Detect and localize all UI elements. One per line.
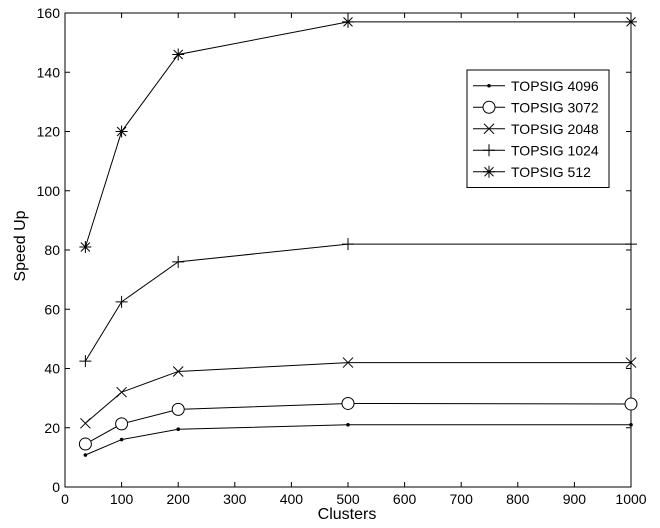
data-point-dot (346, 422, 350, 427)
x-tick-label: 800 (506, 491, 530, 507)
y-tick-label: 40 (44, 361, 60, 377)
data-point-circle (171, 402, 185, 416)
x-axis-label: Clusters (318, 506, 377, 523)
data-point-x (172, 366, 184, 377)
y-tick-label: 20 (44, 420, 60, 436)
data-point-circle (78, 437, 92, 451)
y-axis-label: Speed Up (12, 210, 29, 281)
data-point-x (342, 357, 354, 368)
data-point-plus (115, 295, 128, 308)
x-tick-label: 500 (336, 491, 360, 507)
y-tick-label: 80 (44, 242, 60, 258)
legend-item: TOPSIG 1024 (473, 142, 599, 158)
data-point-dot (83, 453, 88, 457)
data-point-x (80, 417, 91, 429)
legend-item: TOPSIG 2048 (473, 121, 599, 137)
data-point-star (115, 125, 128, 138)
y-tick-label: 120 (37, 124, 61, 140)
data-point-plus (625, 238, 637, 251)
data-point-dot (176, 427, 180, 432)
x-tick-label: 100 (110, 491, 134, 507)
data-point-plus (342, 238, 354, 251)
data-point-dot (629, 422, 633, 427)
data-point-circle (115, 417, 129, 431)
data-point-x (116, 386, 127, 398)
data-point-circle (482, 100, 496, 114)
series-topsig-2048 (80, 357, 637, 429)
x-tick-label: 600 (393, 491, 417, 507)
legend-label: TOPSIG 4096 (511, 78, 599, 94)
data-point-star (625, 15, 637, 28)
data-point-star (342, 15, 354, 28)
series-line (85, 402, 632, 445)
x-tick-label: 200 (167, 491, 191, 507)
data-point-x (625, 357, 637, 368)
data-point-star (79, 241, 92, 254)
legend-item: TOPSIG 512 (473, 164, 591, 180)
x-tick-label: 400 (280, 491, 304, 507)
data-point-star (483, 165, 495, 178)
data-point-plus (172, 255, 185, 268)
data-point-plus (79, 355, 92, 368)
x-tick-label: 300 (223, 491, 247, 507)
legend-item: TOPSIG 4096 (473, 78, 599, 94)
legend: TOPSIG 4096 TOPSIG 3072 TOPSIG 2048 TOPSIG … (466, 69, 610, 188)
y-tick-label: 160 (37, 5, 61, 21)
legend-label: TOPSIG 3072 (511, 99, 599, 115)
data-point-circle (624, 397, 638, 411)
data-point-plus (483, 144, 495, 157)
series-topsig-4096 (83, 422, 633, 457)
series-line (85, 362, 631, 424)
series-topsig-1024 (79, 238, 637, 368)
y-tick-label: 0 (52, 479, 60, 495)
legend-label: TOPSIG 512 (511, 164, 591, 180)
x-tick-label: 700 (450, 491, 474, 507)
x-tick-label: 1000 (615, 491, 646, 507)
y-tick-label: 100 (37, 183, 61, 199)
series-line (84, 243, 631, 362)
series-topsig-3072 (78, 396, 638, 451)
data-point-x (483, 123, 495, 135)
legend-label: TOPSIG 1024 (511, 142, 599, 158)
y-tick-label: 60 (44, 301, 60, 317)
x-tick-label: 900 (563, 491, 587, 507)
x-tick-label: 0 (61, 491, 69, 507)
data-point-dot (487, 83, 491, 88)
series-line (85, 424, 631, 456)
data-point-star (172, 48, 185, 61)
series-topsig-512 (79, 15, 637, 254)
y-tick-label: 140 (37, 64, 61, 80)
legend-label: TOPSIG 2048 (511, 121, 599, 137)
legend-item: TOPSIG 3072 (473, 99, 599, 115)
data-point-circle (341, 396, 355, 410)
data-point-dot (119, 437, 124, 442)
